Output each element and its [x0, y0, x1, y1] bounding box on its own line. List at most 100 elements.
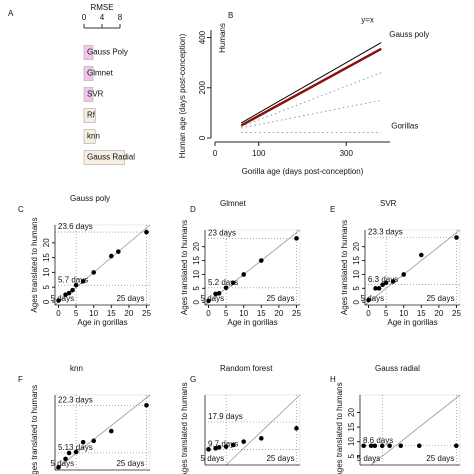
y-tick-label: 15 [192, 256, 201, 265]
panel-letter: C [18, 205, 24, 214]
y-tick-label: 10 [352, 269, 361, 278]
point [91, 270, 97, 275]
panel-letter: F [18, 375, 23, 384]
point [66, 290, 72, 296]
annotation: 5 days [361, 294, 385, 303]
point [73, 449, 79, 455]
point [366, 297, 371, 303]
x-axis-label: Gorilla age (days post-conception) [242, 167, 364, 176]
chart-title: Gauss radial [375, 364, 420, 373]
point [373, 286, 378, 291]
x-tick-label: 0 [213, 149, 218, 158]
annotation: Humans [218, 23, 227, 53]
annotation: 5 days [51, 294, 75, 303]
y-tick-label: 20 [192, 242, 201, 251]
series-label: y=x [361, 16, 374, 25]
x-tick-label: 20 [124, 309, 133, 318]
chart-title: knn [70, 364, 83, 373]
point [230, 280, 236, 286]
y-tick-label: 15 [42, 253, 51, 262]
x-tick-label: 25 [452, 309, 461, 318]
point [223, 285, 229, 291]
annotation: 5 days [201, 294, 225, 303]
point [108, 428, 114, 434]
bar [83, 129, 96, 144]
annotation: 5.2 days [208, 278, 238, 287]
x-axis-label: Age in gorillas [77, 318, 127, 327]
y-axis-label: Human age (days post-conception) [178, 33, 187, 158]
point [380, 282, 385, 288]
x-tick-label: 0 [56, 309, 61, 318]
reference-line [364, 229, 461, 306]
y-tick-label: 10 [347, 437, 356, 446]
x-tick-label: 100 [252, 149, 266, 158]
annotation: 5 days [357, 454, 381, 463]
point [398, 443, 404, 449]
annotation: 25 days [116, 459, 144, 468]
y-tick-label: 15 [347, 422, 356, 431]
x-axis-label: Age in gorillas [387, 318, 437, 327]
x-tick-label: 0 [82, 13, 87, 22]
y-axis-label: Ages translated to humans [180, 220, 189, 315]
y-tick-label: 400 [198, 30, 207, 44]
panel-letter: G [190, 375, 196, 384]
axis-title: RMSE [90, 3, 113, 12]
point [390, 279, 396, 284]
y-tick-label: 10 [42, 267, 51, 276]
annotation: 5 days [51, 459, 75, 468]
x-tick-label: 20 [434, 309, 443, 318]
y-tick-label: 0 [42, 299, 51, 304]
bar-label: Glmnet [87, 69, 114, 78]
annotation: 9.7 days [208, 439, 238, 448]
x-tick-label: 300 [340, 149, 354, 158]
point [418, 252, 424, 258]
annotation: 23.3 days [368, 228, 403, 237]
point [213, 291, 218, 297]
bar-label: SVR [87, 90, 104, 99]
point [453, 443, 459, 449]
point [66, 450, 72, 456]
y-tick-label: 5 [352, 286, 361, 291]
panel-letter: B [228, 11, 233, 20]
reference-line [370, 394, 461, 466]
reference-line [225, 394, 301, 466]
panel-letter: A [8, 9, 14, 18]
point [258, 258, 264, 263]
x-tick-label: 10 [239, 309, 248, 318]
annotation: 23 days [208, 228, 236, 237]
y-tick-label: 5 [42, 284, 51, 289]
annotation: 5 days [201, 454, 225, 463]
point [63, 456, 68, 462]
x-tick-label: 0 [206, 309, 211, 318]
point [116, 249, 121, 254]
annotation: 17.9 days [208, 412, 243, 421]
y-axis-label: Ages translated to humans [30, 217, 39, 312]
annotation: 22.3 days [58, 395, 93, 404]
panel-letter: D [190, 205, 196, 214]
y-tick-label: 0 [352, 299, 361, 304]
bar [83, 45, 94, 60]
point [379, 443, 385, 449]
point [56, 464, 61, 470]
y-tick-label: 20 [42, 238, 51, 247]
bar [83, 108, 96, 123]
point [416, 443, 422, 449]
chart-title: SVR [380, 199, 397, 208]
bar-label: Gauss Poly [87, 48, 128, 57]
annotation: 25 days [426, 454, 454, 463]
panel-letter: E [330, 205, 335, 214]
x-tick-label: 5 [384, 309, 389, 318]
annotation: 25 days [266, 294, 294, 303]
series-line [241, 99, 382, 129]
y-tick-label: 5 [192, 286, 201, 291]
point [230, 442, 236, 448]
x-tick-label: 8 [118, 13, 123, 22]
point [223, 444, 229, 449]
y-tick-label: 0 [192, 299, 201, 304]
point [63, 292, 68, 297]
annotation: 8.6 days [363, 436, 393, 445]
x-tick-label: 0 [366, 309, 371, 318]
point [73, 282, 79, 288]
x-tick-label: 4 [100, 13, 105, 22]
chart-title: Glmnet [220, 199, 247, 208]
